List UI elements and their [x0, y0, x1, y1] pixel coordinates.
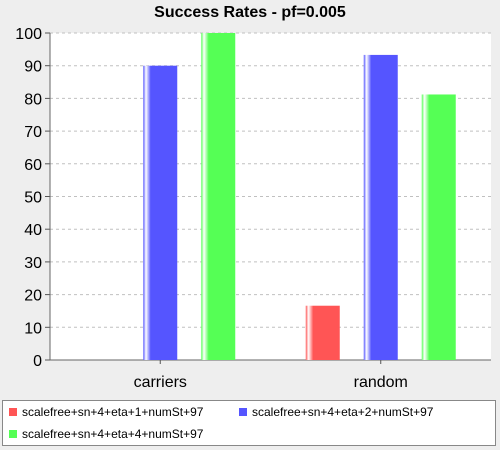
x-tick-label: random [354, 374, 408, 391]
y-tick-label: 10 [24, 320, 42, 337]
legend-label-series-2: scalefree+sn+4+eta+2+numSt+97 [252, 405, 433, 419]
legend-item-series-3: scalefree+sn+4+eta+4+numSt+97 [9, 427, 203, 441]
legend-label-series-3: scalefree+sn+4+eta+4+numSt+97 [22, 427, 203, 441]
legend-item-series-1: scalefree+sn+4+eta+1+numSt+97 [9, 405, 203, 419]
y-tick-label: 100 [15, 26, 42, 43]
y-tick-label: 20 [24, 288, 42, 305]
legend-item-series-2: scalefree+sn+4+eta+2+numSt+97 [239, 405, 433, 419]
bar-random-series-1 [306, 306, 340, 360]
bar-carriers-series-2 [143, 66, 177, 360]
y-tick-label: 50 [24, 190, 42, 207]
legend-swatch-series-2 [239, 408, 247, 416]
y-tick-label: 70 [24, 124, 42, 141]
legend-swatch-series-3 [9, 430, 17, 438]
y-tick-label: 80 [24, 91, 42, 108]
x-tick-label: carriers [134, 374, 187, 391]
y-tick-label: 90 [24, 59, 42, 76]
y-tick-label: 30 [24, 255, 42, 272]
y-tick-label: 0 [33, 353, 42, 370]
legend-swatch-series-1 [9, 408, 17, 416]
y-tick-label: 40 [24, 222, 42, 239]
y-tick-label: 60 [24, 157, 42, 174]
chart-legend: scalefree+sn+4+eta+1+numSt+97 scalefree+… [2, 400, 496, 446]
bar-chart: 0 10 20 30 40 50 60 70 80 90 100 carriers random [0, 0, 500, 400]
bar-carriers-series-3 [201, 33, 235, 360]
bar-random-series-3 [422, 94, 456, 360]
bar-random-series-2 [364, 55, 398, 360]
legend-label-series-1: scalefree+sn+4+eta+1+numSt+97 [22, 405, 203, 419]
